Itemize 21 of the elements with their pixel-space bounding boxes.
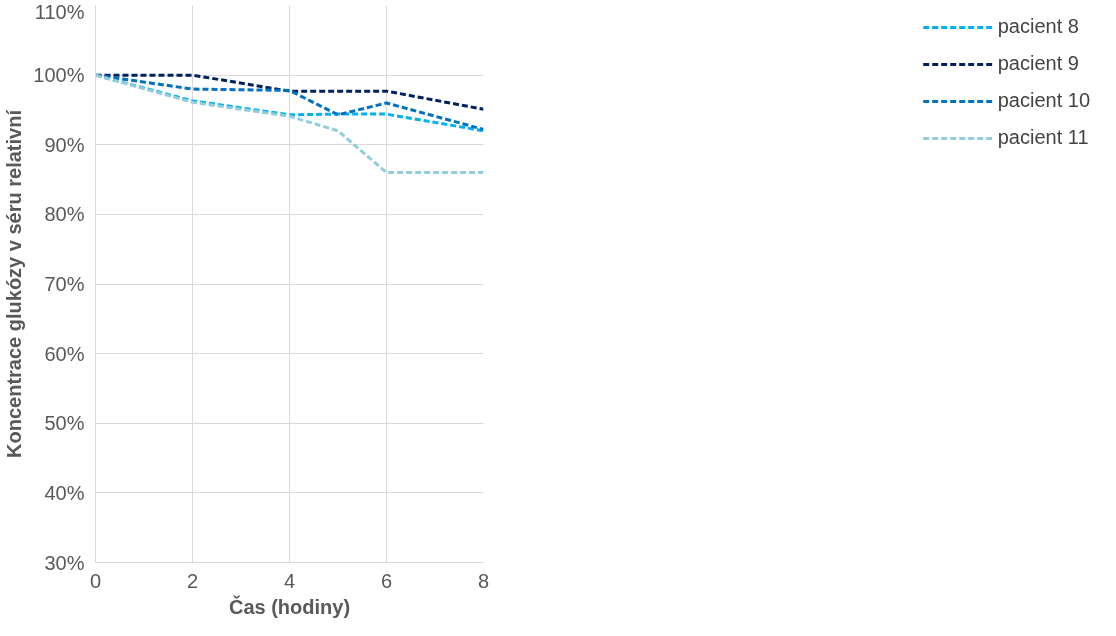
x-axis-title: Čas (hodiny) <box>228 594 351 618</box>
y-tick-label: 90% <box>44 133 85 156</box>
y-tick-label: 40% <box>44 481 85 504</box>
y-tick-label: 30% <box>44 551 85 574</box>
x-tick-label: 8 <box>477 569 490 592</box>
legend-label: pacient 9 <box>997 52 1079 75</box>
legend-label: pacient 10 <box>997 89 1090 112</box>
line-series <box>95 73 484 175</box>
y-tick-label: 110% <box>34 0 85 23</box>
x-tick-label: 2 <box>186 569 199 592</box>
y-tick-label: 60% <box>44 342 85 365</box>
x-tick-label: 6 <box>380 569 393 592</box>
y-tick-label: 80% <box>44 203 85 226</box>
y-tick-label: 50% <box>44 412 85 435</box>
legend-label: pacient 11 <box>997 126 1089 149</box>
x-tick-label: 0 <box>89 569 102 592</box>
legend-label: pacient 8 <box>997 15 1079 38</box>
y-axis-title: Koncentrace glukózy v séru relativní <box>3 108 26 458</box>
y-tick-label: 70% <box>44 273 85 295</box>
y-tick-label: 100% <box>33 64 85 87</box>
x-tick-label: 4 <box>283 569 296 592</box>
